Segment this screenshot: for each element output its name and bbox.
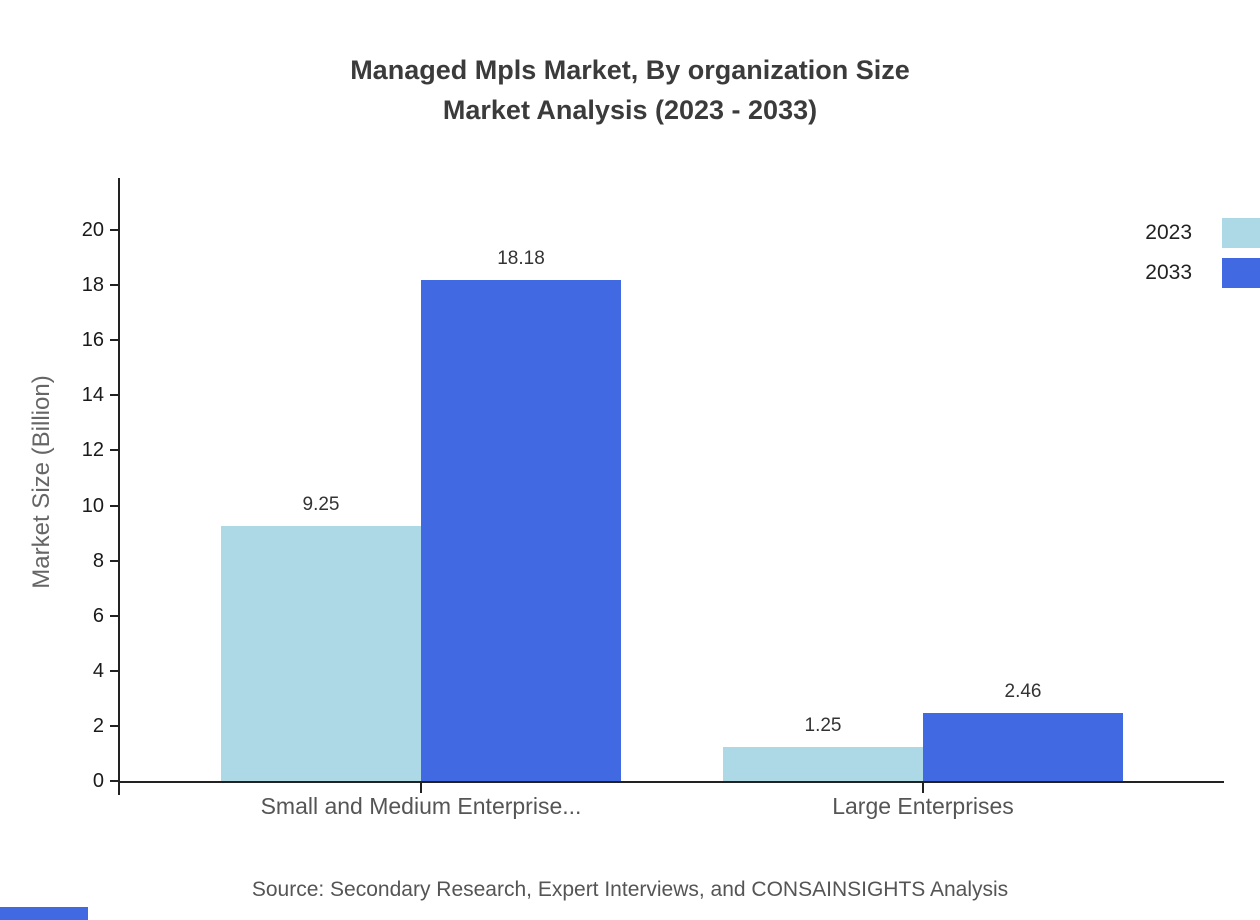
legend-swatch-icon xyxy=(1222,218,1260,248)
chart-title: Managed Mpls Market, By organization Siz… xyxy=(0,50,1260,130)
chart-title-line2: Market Analysis (2023 - 2033) xyxy=(442,95,818,125)
legend-swatch-icon xyxy=(1222,258,1260,288)
x-tick-mark xyxy=(922,781,924,793)
legend: 2023 2033 xyxy=(1145,218,1260,298)
bar-2033-category-1 xyxy=(421,280,621,781)
y-tick-label: 10 xyxy=(81,494,104,517)
y-tick-label: 16 xyxy=(81,329,104,352)
source-note: Source: Secondary Research, Expert Inter… xyxy=(251,878,1009,901)
bar-2023-category-2 xyxy=(723,746,923,781)
y-tick-mark xyxy=(110,229,118,231)
y-tick-mark xyxy=(110,339,118,342)
y-tick-mark xyxy=(110,669,118,672)
y-tick-mark xyxy=(110,284,118,287)
y-tick-mark xyxy=(110,504,118,507)
x-category-label: Small and Medium Enterprise... xyxy=(260,793,582,819)
y-tick-label: 20 xyxy=(81,219,104,241)
legend-label: 2033 xyxy=(1145,261,1192,284)
y-tick-label: 12 xyxy=(81,439,104,462)
y-tick-mark xyxy=(110,449,118,452)
y-tick-label: 18 xyxy=(81,274,104,297)
y-tick-mark xyxy=(110,724,118,727)
y-tick-label: 0 xyxy=(92,770,104,792)
y-axis-title: Market Size (Billion) xyxy=(28,375,55,589)
chart-title-line1: Managed Mpls Market, By organization Siz… xyxy=(350,55,910,85)
bar-2023-category-1 xyxy=(221,526,421,781)
x-category-label: Large Enterprises xyxy=(832,793,1014,819)
bar-value-label: 2.46 xyxy=(1004,681,1042,703)
y-tick-label: 14 xyxy=(81,384,104,407)
bar-value-label: 1.25 xyxy=(804,714,842,736)
x-tick-mark xyxy=(420,781,422,793)
y-tick-mark xyxy=(110,394,118,397)
y-tick-mark xyxy=(110,559,118,562)
legend-item-2023: 2023 xyxy=(1145,218,1260,248)
y-tick-label: 2 xyxy=(92,714,104,737)
watermark-bar xyxy=(0,907,88,920)
legend-label: 2023 xyxy=(1145,221,1192,244)
legend-item-2033: 2033 xyxy=(1145,258,1260,288)
bar-2033-category-2 xyxy=(923,713,1123,781)
bar-value-label: 9.25 xyxy=(302,494,340,516)
y-tick-label: 8 xyxy=(92,549,104,572)
y-tick-label: 4 xyxy=(92,659,104,682)
y-tick-mark xyxy=(110,614,118,617)
y-tick-mark xyxy=(110,780,118,782)
plot-area: 0 2 4 6 8 10 12 14 16 18 20 9.25 18.18 Small and Medi… xyxy=(82,178,1224,819)
y-tick-label: 6 xyxy=(92,604,104,627)
bar-value-label: 18.18 xyxy=(497,248,545,270)
